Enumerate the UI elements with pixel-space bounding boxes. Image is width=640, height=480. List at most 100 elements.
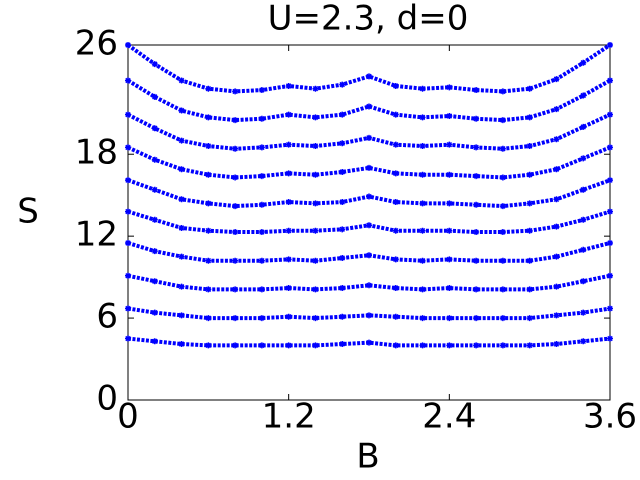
marker: [312, 342, 319, 349]
marker: [312, 227, 319, 234]
marker: [366, 164, 372, 171]
marker: [446, 84, 453, 91]
marker: [339, 199, 346, 206]
marker: [473, 144, 480, 151]
marker: [580, 246, 587, 253]
marker: [419, 342, 426, 349]
marker: [232, 203, 239, 210]
marker: [178, 253, 185, 260]
marker: [607, 305, 613, 312]
marker: [339, 140, 346, 147]
marker: [366, 73, 372, 80]
marker: [258, 286, 265, 293]
marker: [419, 315, 426, 322]
marker: [339, 111, 346, 118]
marker: [607, 111, 613, 118]
marker: [499, 203, 506, 210]
marker: [473, 173, 480, 180]
plot-frame: [127, 44, 611, 401]
marker: [312, 114, 319, 121]
marker: [473, 229, 480, 236]
marker: [178, 312, 185, 319]
marker: [205, 342, 212, 349]
marker: [553, 166, 560, 173]
marker: [526, 114, 533, 121]
marker: [580, 92, 587, 99]
marker: [285, 285, 292, 292]
marker: [178, 77, 185, 84]
marker: [339, 341, 346, 348]
marker: [473, 342, 480, 349]
marker: [499, 315, 506, 322]
marker: [580, 186, 587, 193]
marker: [258, 173, 265, 180]
marker: [232, 88, 239, 95]
marker: [499, 229, 506, 236]
marker: [446, 227, 453, 234]
marker: [580, 338, 587, 345]
marker: [526, 143, 533, 150]
marker: [446, 315, 453, 322]
marker: [178, 283, 185, 290]
marker: [419, 171, 426, 178]
marker: [392, 111, 399, 118]
marker: [285, 141, 292, 148]
marker: [446, 141, 453, 148]
marker: [473, 87, 480, 94]
marker: [232, 286, 239, 293]
marker: [285, 111, 292, 118]
marker: [580, 309, 587, 316]
marker: [553, 341, 560, 348]
y-tick-label: 6: [96, 297, 118, 337]
marker: [339, 168, 346, 175]
marker: [232, 315, 239, 322]
marker: [285, 82, 292, 89]
marker: [366, 312, 372, 319]
marker: [553, 136, 560, 143]
marker: [339, 285, 346, 292]
marker: [526, 171, 533, 178]
marker: [553, 312, 560, 319]
marker: [499, 174, 506, 181]
marker: [607, 177, 613, 184]
marker: [366, 134, 372, 141]
marker: [178, 224, 185, 231]
marker: [151, 248, 158, 255]
marker: [151, 278, 158, 285]
y-tick-label: 0: [96, 379, 118, 419]
marker: [392, 170, 399, 177]
marker: [553, 283, 560, 290]
marker: [285, 170, 292, 177]
marker: [366, 222, 372, 229]
marker: [499, 88, 506, 95]
marker: [607, 77, 613, 84]
marker: [205, 114, 212, 121]
marker: [125, 77, 131, 84]
marker: [366, 252, 372, 259]
marker: [151, 216, 158, 223]
marker: [419, 143, 426, 150]
series-line: [127, 112, 611, 151]
y-tick-label: 12: [75, 215, 118, 255]
marker: [232, 145, 239, 152]
marker: [125, 335, 131, 342]
marker: [151, 338, 158, 345]
marker: [232, 117, 239, 124]
series-line: [127, 178, 611, 209]
marker: [366, 193, 372, 200]
marker: [339, 226, 346, 233]
marker: [312, 257, 319, 264]
marker: [151, 156, 158, 163]
marker: [392, 342, 399, 349]
marker: [580, 216, 587, 223]
marker: [285, 227, 292, 234]
marker: [607, 208, 613, 215]
marker: [392, 227, 399, 234]
marker: [607, 144, 613, 151]
marker: [580, 278, 587, 285]
marker: [125, 177, 131, 184]
marker: [392, 313, 399, 320]
marker: [285, 199, 292, 206]
marker: [125, 305, 131, 312]
marker: [473, 315, 480, 322]
